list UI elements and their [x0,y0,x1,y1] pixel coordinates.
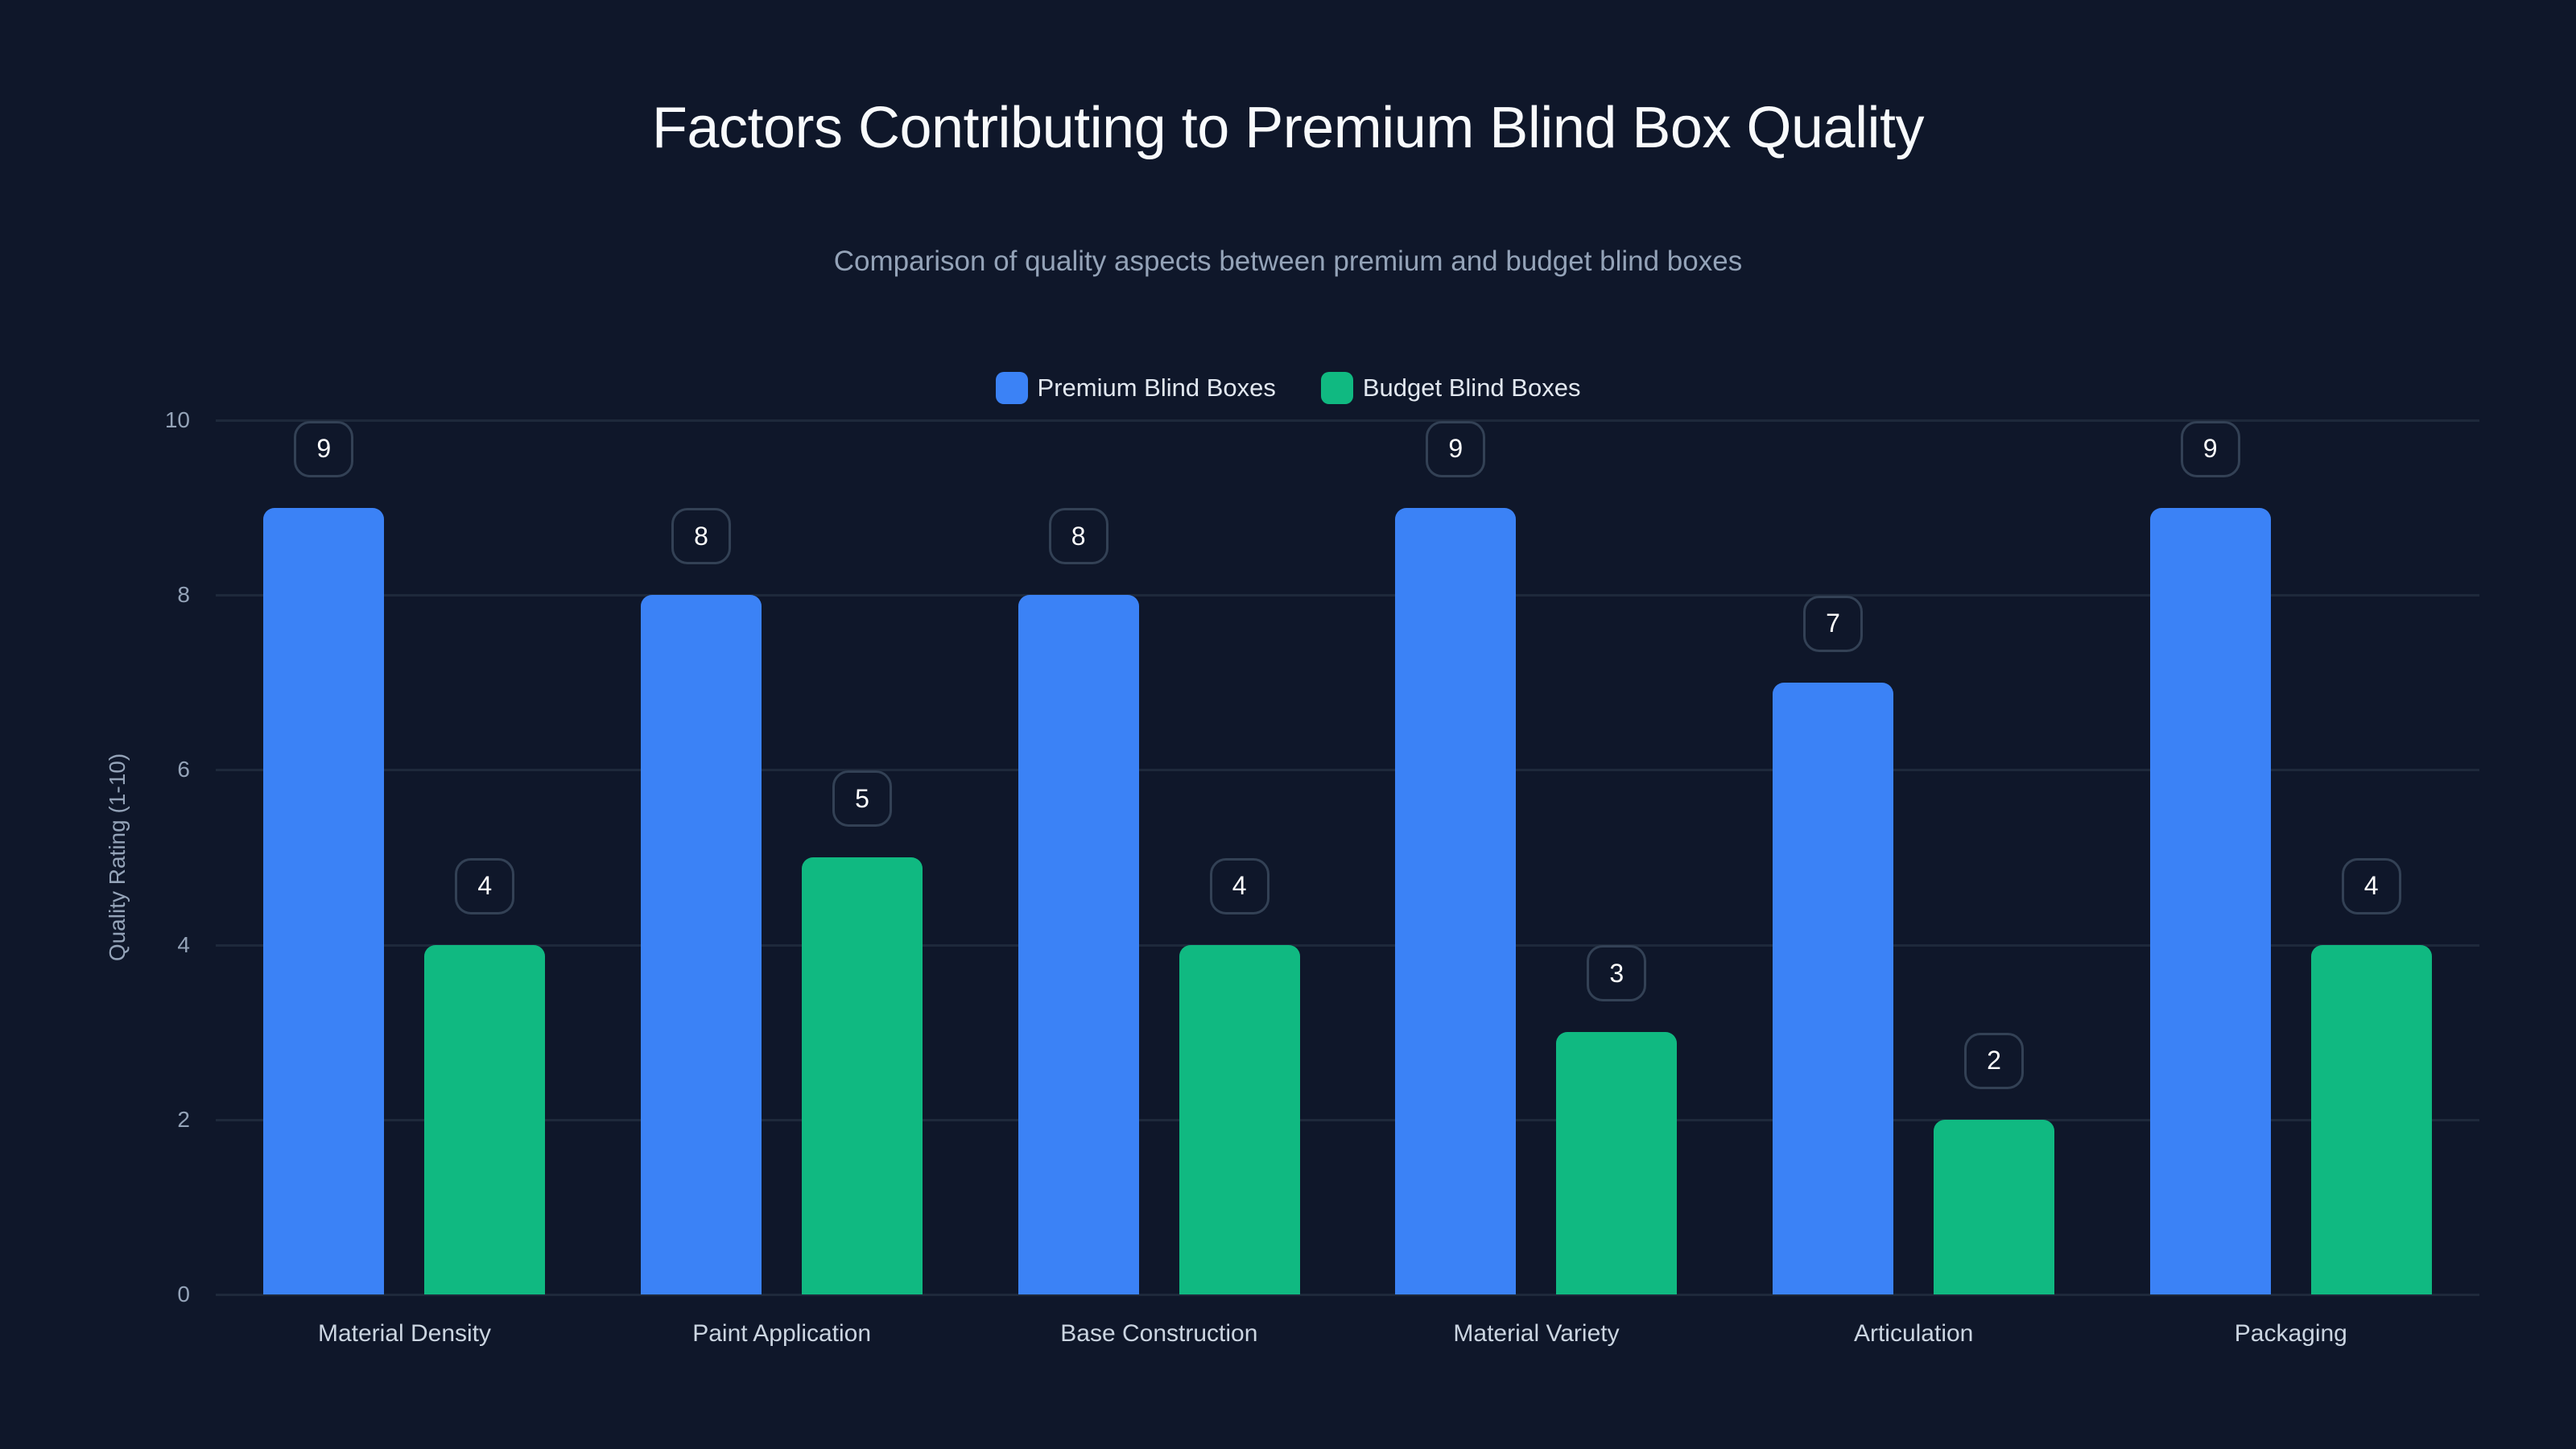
data-label: 9 [1426,420,1486,477]
gridline [216,1118,2479,1121]
data-label: 4 [455,857,515,914]
x-tick-label: Base Construction [1060,1320,1258,1347]
y-tick-label: 10 [164,407,190,432]
data-label: 4 [2341,857,2401,914]
bar-premium[interactable] [641,595,762,1294]
bar-premium[interactable] [263,507,385,1294]
gridline [216,419,2479,422]
y-tick-label: 8 [177,582,190,608]
legend-item-premium[interactable]: Premium Blind Boxes [995,372,1276,404]
bar-premium[interactable] [1395,507,1517,1294]
y-tick-label: 0 [177,1282,190,1307]
bar-budget[interactable] [424,944,546,1294]
x-tick-label: Material Density [317,1320,492,1347]
x-tick-label: Articulation [1853,1320,1974,1347]
legend-label-budget: Budget Blind Boxes [1362,374,1581,402]
x-tick-label: Paint Application [692,1320,872,1347]
legend-swatch-premium [995,372,1028,404]
bar-budget[interactable] [1179,944,1300,1294]
data-label: 5 [832,770,892,827]
x-tick-label: Packaging [2234,1320,2347,1347]
data-label: 3 [1587,945,1647,1002]
data-label: 7 [1803,595,1863,652]
y-tick-label: 4 [177,931,190,957]
bar-premium[interactable] [1773,682,1893,1294]
bar-budget[interactable] [1556,1032,1678,1294]
data-label: 9 [2180,420,2240,477]
bar-premium[interactable] [1018,595,1139,1294]
legend-item-budget[interactable]: Budget Blind Boxes [1320,372,1581,404]
data-label: 9 [294,420,354,477]
y-axis-label: Quality Rating (1-10) [105,753,130,962]
legend-swatch-budget [1320,372,1353,404]
y-tick-label: 6 [177,757,190,782]
gridline [216,769,2479,772]
plot-area: 9 4 8 5 8 4 9 3 7 2 9 4 [216,419,2479,1296]
legend-label-premium: Premium Blind Boxes [1037,374,1276,402]
chart-title: Factors Contributing to Premium Blind Bo… [651,96,1925,160]
x-tick-label: Material Variety [1453,1320,1620,1347]
data-label: 8 [671,508,731,565]
chart-subtitle: Comparison of quality aspects between pr… [833,246,1743,277]
y-tick-label: 2 [177,1106,190,1132]
gridline [216,594,2479,597]
bar-budget[interactable] [802,857,923,1294]
bar-budget[interactable] [2310,944,2432,1294]
gridline [216,943,2479,947]
legend: Premium Blind Boxes Budget Blind Boxes [0,372,2576,404]
data-label: 2 [1964,1032,2024,1089]
bar-budget[interactable] [1934,1119,2054,1294]
data-label: 4 [1209,857,1269,914]
gridline [216,1294,2479,1296]
data-label: 8 [1048,508,1108,565]
bar-premium[interactable] [2149,507,2271,1294]
